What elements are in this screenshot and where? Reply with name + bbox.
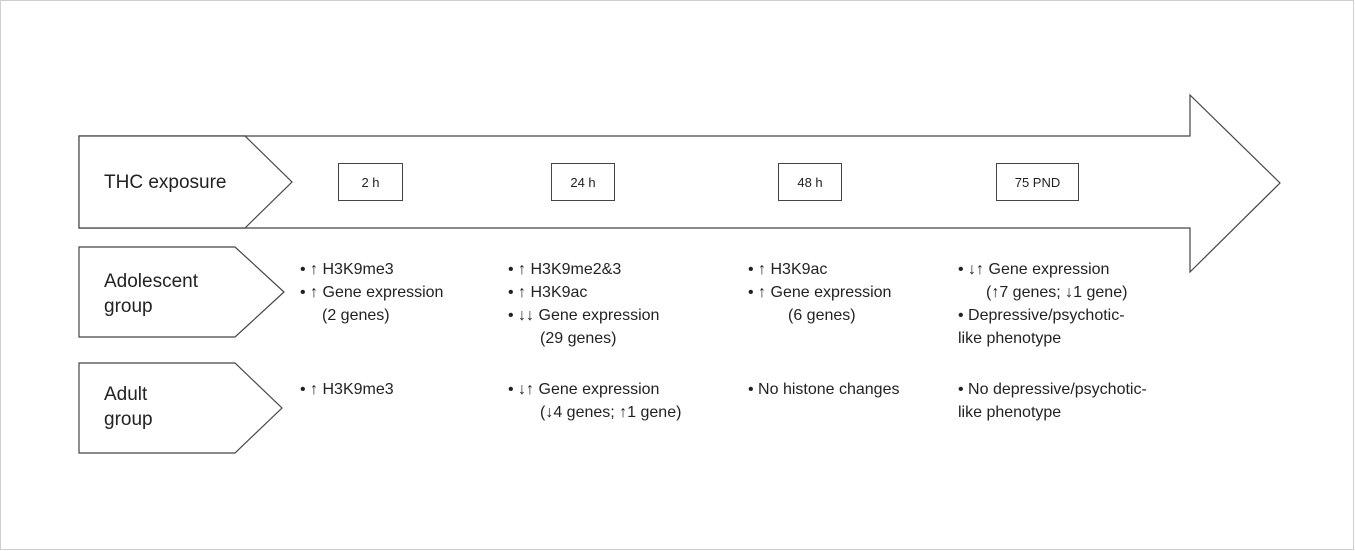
finding-line: • ↓↑ Gene expression — [508, 381, 660, 398]
finding-line: • ↑ H3K9ac — [508, 284, 588, 301]
adolescent-2h-findings: • ↑ H3K9me3 • ↑ Gene expression (2 genes… — [300, 258, 443, 327]
timepoint-75pnd: 75 PND — [996, 163, 1079, 201]
finding-line: • Depressive/psychotic- — [958, 307, 1125, 324]
timeline-arrow — [78, 93, 1281, 274]
finding-line: • ↑ Gene expression — [748, 284, 892, 301]
finding-line: • ↑ H3K9me3 — [300, 261, 394, 278]
finding-line: (↓4 genes; ↑1 gene) — [540, 404, 682, 421]
timepoint-2h: 2 h — [338, 163, 403, 201]
finding-line: (29 genes) — [540, 330, 617, 347]
thc-exposure-label: THC exposure — [104, 172, 227, 193]
adult-24h-findings: • ↓↑ Gene expression (↓4 genes; ↑1 gene) — [508, 378, 681, 424]
finding-line: • ↑ Gene expression — [300, 284, 444, 301]
timepoint-48h: 48 h — [778, 163, 842, 201]
finding-line: • No histone changes — [748, 381, 900, 398]
thc-exposure-pentagon — [78, 135, 293, 229]
finding-line: • ↓↑ Gene expression — [958, 261, 1110, 278]
adult-pentagon — [78, 362, 283, 454]
adolescent-48h-findings: • ↑ H3K9ac • ↑ Gene expression (6 genes) — [748, 258, 891, 327]
finding-line: • ↑ H3K9ac — [748, 261, 828, 278]
adult-group-label: Adult group — [104, 384, 153, 430]
adolescent-24h-findings: • ↑ H3K9me2&3 • ↑ H3K9ac • ↓↓ Gene expre… — [508, 258, 659, 350]
finding-line: • No depressive/psychotic- — [958, 381, 1147, 398]
finding-line: • ↓↓ Gene expression — [508, 307, 660, 324]
finding-line: (2 genes) — [322, 307, 390, 324]
adult-2h-findings: • ↑ H3K9me3 — [300, 378, 394, 401]
adolescent-group-label: Adolescent group — [104, 271, 199, 317]
finding-line: like phenotype — [958, 330, 1062, 347]
adult-48h-findings: • No histone changes — [748, 378, 899, 401]
finding-line: like phenotype — [958, 404, 1062, 421]
finding-line: • ↑ H3K9me2&3 — [508, 261, 622, 278]
adolescent-75pnd-findings: • ↓↑ Gene expression (↑7 genes; ↓1 gene)… — [958, 258, 1127, 350]
adolescent-pentagon — [78, 246, 285, 338]
finding-line: (6 genes) — [788, 307, 856, 324]
timepoint-24h: 24 h — [551, 163, 615, 201]
adult-75pnd-findings: • No depressive/psychotic- like phenotyp… — [958, 378, 1147, 424]
finding-line: (↑7 genes; ↓1 gene) — [986, 284, 1128, 301]
finding-line: • ↑ H3K9me3 — [300, 381, 394, 398]
